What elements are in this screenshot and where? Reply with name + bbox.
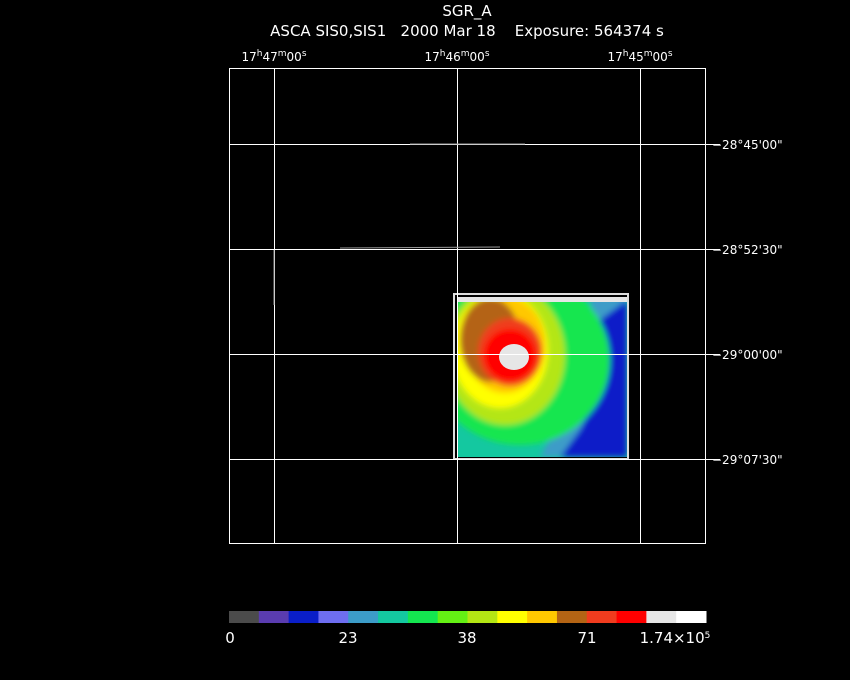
subtitle: ASCA SIS0,SIS1 2000 Mar 18 Exposure: 564… xyxy=(270,22,664,40)
ra-label: 17h45m00s xyxy=(607,49,672,64)
dec-label: −29°07'30" xyxy=(712,453,783,467)
colorbar-swatch xyxy=(407,611,439,623)
colorbar-swatch xyxy=(437,611,468,623)
colorbar-label: 1.74×105 xyxy=(640,629,711,647)
dec-label: −28°45'00" xyxy=(712,138,783,152)
text-part: 17 xyxy=(241,50,256,64)
colorbar-label: 23 xyxy=(338,629,357,647)
text-part: 38 xyxy=(457,629,476,647)
colorbar-swatch xyxy=(616,611,647,623)
colorbar-swatch xyxy=(318,611,349,623)
colorbar-swatch xyxy=(676,611,707,623)
text-part: 1.74×10 xyxy=(640,629,705,647)
colorbar-label: 38 xyxy=(457,629,476,647)
ra-labels: 17h47m00s 17h46m00s 17h45m00s xyxy=(241,49,672,64)
ra-label: 17h46m00s xyxy=(424,49,489,64)
text-part: 00 xyxy=(287,50,302,64)
coordinate-grid xyxy=(229,68,720,544)
superscript: 5 xyxy=(705,631,711,641)
text-part: 0 xyxy=(225,629,235,647)
text-part: 45 xyxy=(628,50,643,64)
superscript: m xyxy=(644,49,653,59)
superscript: m xyxy=(278,49,287,59)
text-part: 23 xyxy=(338,629,357,647)
colorbar-swatch xyxy=(258,611,290,623)
dec-label: −28°52'30" xyxy=(712,243,783,257)
colorbar-swatch xyxy=(527,611,558,623)
colorbar-label: 0 xyxy=(225,629,235,647)
colorbar-swatch xyxy=(646,611,677,623)
colorbar-swatch xyxy=(497,611,528,623)
colorbar-swatch xyxy=(229,611,260,623)
text-part: 71 xyxy=(577,629,596,647)
sky-image xyxy=(453,293,629,460)
superscript: s xyxy=(485,49,490,59)
superscript: s xyxy=(668,49,673,59)
colorbar-swatch xyxy=(467,611,498,623)
colorbar-swatch xyxy=(378,611,409,623)
text-part: 17 xyxy=(424,50,439,64)
superscript: s xyxy=(302,49,307,59)
dec-label: −29°00'00" xyxy=(712,348,783,362)
title: SGR_A xyxy=(442,2,492,21)
ra-label: 17h47m00s xyxy=(241,49,306,64)
text-part: 17 xyxy=(607,50,622,64)
colorbar-swatch xyxy=(288,611,319,623)
dec-labels: −28°45'00" −28°52'30" −29°00'00" −29°07'30" xyxy=(712,138,783,467)
text-part: 00 xyxy=(470,50,485,64)
text-part: 00 xyxy=(653,50,668,64)
colorbar-swatch xyxy=(556,611,588,623)
superscript: h xyxy=(623,49,629,59)
superscript: m xyxy=(461,49,470,59)
colorbar-label: 71 xyxy=(577,629,596,647)
colorbar-swatch xyxy=(348,611,379,623)
superscript: h xyxy=(257,49,263,59)
colorbar: 0 23 38 71 1.74×105 xyxy=(225,611,710,647)
text-part: 46 xyxy=(445,50,460,64)
text-part: 47 xyxy=(262,50,277,64)
superscript: h xyxy=(440,49,446,59)
colorbar-swatch xyxy=(586,611,618,623)
